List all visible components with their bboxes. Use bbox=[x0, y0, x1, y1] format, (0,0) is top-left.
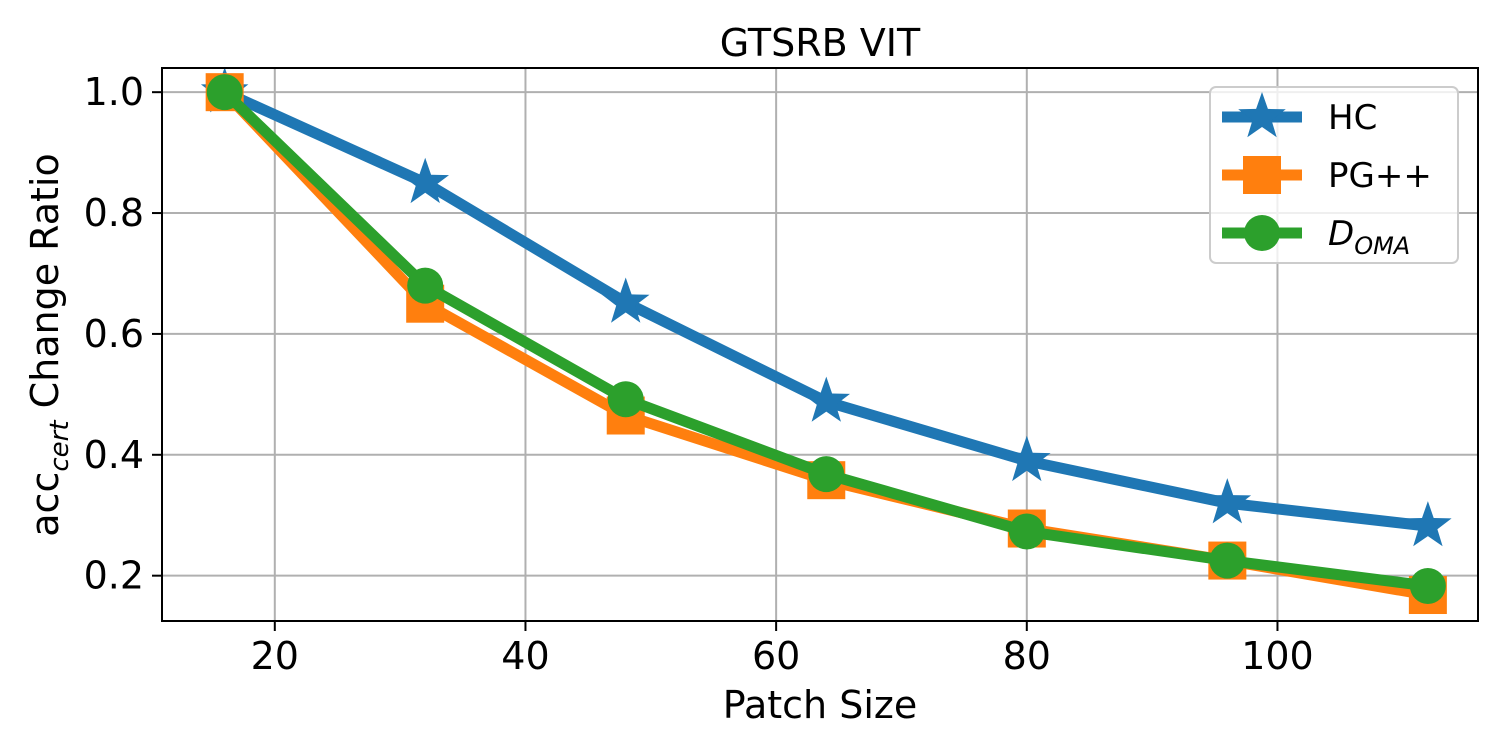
legend-item: DOMA bbox=[1222, 214, 1410, 260]
y-axis-label: acccert Change Ratio bbox=[23, 153, 75, 536]
x-tick-label: 40 bbox=[501, 634, 549, 678]
data-point bbox=[407, 267, 444, 304]
x-ticks: 20 40 60 80 100 bbox=[251, 621, 1314, 678]
data-point bbox=[607, 381, 644, 418]
data-point bbox=[206, 74, 243, 111]
y-axis-label-main: acc bbox=[23, 472, 67, 537]
y-axis-label-sub: cert bbox=[45, 420, 75, 472]
data-point bbox=[1003, 435, 1051, 482]
legend-item: HC bbox=[1222, 92, 1377, 138]
data-point bbox=[1008, 513, 1045, 550]
y-tick-label: 0.2 bbox=[84, 554, 144, 598]
y-tick-label: 0.8 bbox=[84, 191, 144, 235]
series-circle bbox=[206, 74, 1446, 604]
y-axis-label-rest: Change Ratio bbox=[23, 153, 67, 420]
data-point bbox=[1404, 501, 1452, 547]
legend-item: PG++ bbox=[1222, 156, 1432, 196]
data-point bbox=[1203, 478, 1252, 524]
chart-title: GTSRB VIT bbox=[720, 21, 921, 65]
legend-marker bbox=[1244, 215, 1280, 251]
x-tick-label: 80 bbox=[1003, 634, 1051, 678]
data-point bbox=[1209, 542, 1246, 579]
x-tick-label: 100 bbox=[1241, 634, 1314, 678]
data-point bbox=[401, 157, 449, 204]
legend: HC PG++ DOMA bbox=[1209, 86, 1459, 264]
y-tick-label: 0.6 bbox=[84, 312, 144, 356]
data-point bbox=[602, 277, 650, 323]
legend-marker bbox=[1243, 156, 1281, 194]
legend-label: PG++ bbox=[1328, 156, 1432, 196]
x-tick-label: 20 bbox=[251, 634, 299, 678]
y-tick-label: 1.0 bbox=[84, 70, 144, 114]
x-axis-label: Patch Size bbox=[723, 683, 917, 727]
legend-label: DOMA bbox=[1328, 214, 1410, 260]
data-point bbox=[802, 376, 850, 422]
data-point bbox=[808, 456, 845, 493]
plot-area bbox=[161, 67, 1479, 622]
y-tick-label: 0.4 bbox=[84, 433, 144, 477]
data-point bbox=[1409, 567, 1446, 604]
series bbox=[200, 67, 1452, 615]
y-ticks: 0.2 0.4 0.6 0.8 1.0 bbox=[84, 70, 162, 598]
legend-label: HC bbox=[1328, 98, 1377, 138]
x-tick-label: 60 bbox=[752, 634, 800, 678]
legend-marker bbox=[1238, 92, 1286, 138]
